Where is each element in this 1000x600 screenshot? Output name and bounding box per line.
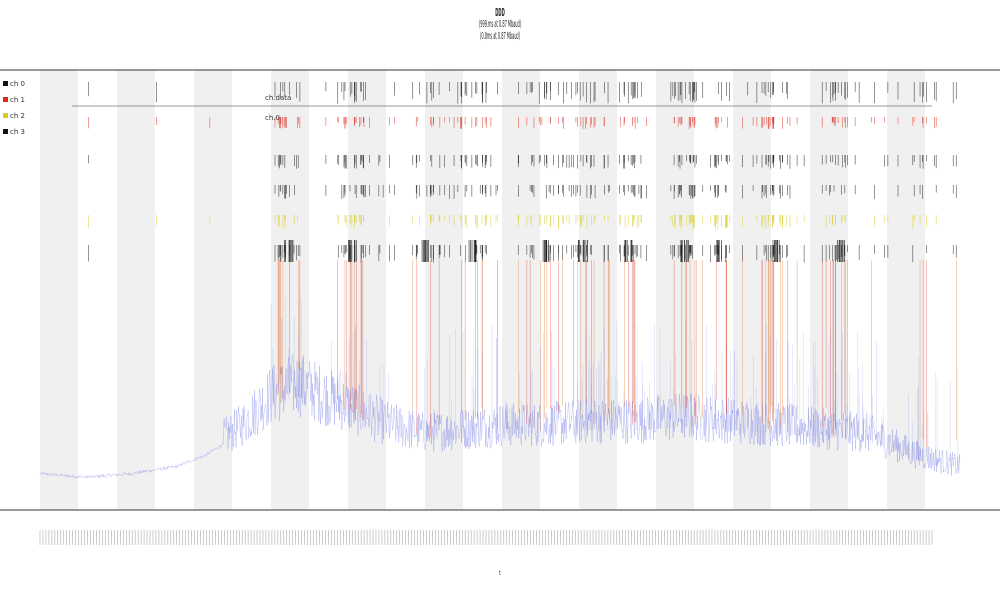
shaded-band [194, 70, 232, 510]
shaded-band [348, 70, 386, 510]
legend-swatch [3, 81, 8, 86]
x-tick-labels [39, 530, 933, 545]
raster-layer [88, 82, 957, 448]
legend-label: ch 2 [10, 112, 25, 120]
shaded-band [887, 70, 925, 510]
shaded-band [810, 70, 848, 510]
legend-swatch [3, 97, 8, 102]
x-axis-label: t [499, 570, 502, 577]
chart-title: DDD [495, 6, 505, 19]
annotation-label: ch.0 [265, 114, 280, 122]
legend-label: ch 3 [10, 128, 25, 136]
shaded-band [579, 70, 617, 510]
signal-trace-layer [39, 291, 961, 479]
legend-label: ch 0 [10, 80, 25, 88]
legend: ch 0 ch 1 ch 2 ch 3 ch.data ch.0 [3, 80, 291, 136]
shaded-band [502, 70, 540, 510]
shaded-band [40, 70, 78, 510]
legend-label: ch 1 [10, 96, 25, 104]
shaded-band [656, 70, 694, 510]
shaded-band [271, 70, 309, 510]
annotation-label: ch.data [265, 94, 291, 102]
chart-subtitle-2: (0.0ms at 0.87 Mbaud) [479, 31, 520, 42]
axes [0, 69, 1000, 511]
shaded-bands [40, 70, 925, 510]
chart-subtitle-1: (999.ms at 0.87 Mbaud) [478, 19, 522, 30]
legend-swatch [3, 113, 8, 118]
shaded-band [733, 70, 771, 510]
title-block: DDD (999.ms at 0.87 Mbaud) (0.0ms at 0.8… [0, 6, 1000, 43]
signal-line [39, 354, 961, 479]
shaded-band [117, 70, 155, 510]
legend-swatch [3, 129, 8, 134]
